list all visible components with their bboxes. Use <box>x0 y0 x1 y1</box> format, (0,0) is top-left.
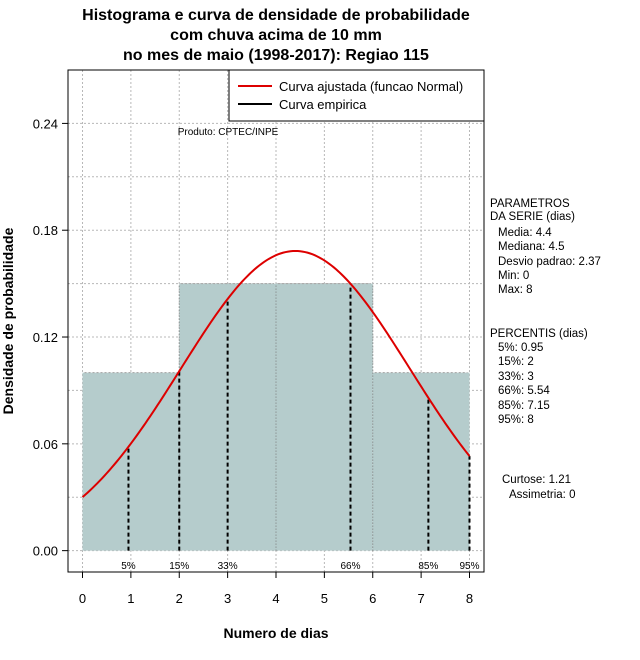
params-title-1: PARAMETROS <box>490 198 570 210</box>
percentile-label-0: 5% <box>121 561 136 572</box>
x-tick-label-7: 7 <box>417 591 424 606</box>
assimetria-value: Assimetria: 0 <box>509 489 575 501</box>
y-tick-label-1: 0.06 <box>33 437 58 452</box>
chart-title-line-2: com chuva acima de 10 mm <box>170 27 382 44</box>
y-tick-label-0: 0.00 <box>33 544 58 559</box>
param-mediana: Mediana: 4.5 <box>498 241 565 253</box>
x-tick-label-0: 0 <box>79 591 86 606</box>
param-media: Media: 4.4 <box>498 227 552 239</box>
x-tick-label-3: 3 <box>224 591 231 606</box>
x-tick-label-6: 6 <box>369 591 376 606</box>
y-axis: 0.00 0.06 0.12 0.18 0.24 <box>33 116 69 559</box>
percentil-85: 85%: 7.15 <box>498 400 550 412</box>
params-title-2: DA SERIE (dias) <box>490 211 575 223</box>
x-tick-label-1: 1 <box>127 591 134 606</box>
percentis-panel: PERCENTIS (dias) 5%: 0.95 15%: 2 33%: 3 … <box>490 328 588 426</box>
percentile-label-4: 85% <box>418 561 438 572</box>
percentil-95: 95%: 8 <box>498 414 534 426</box>
percentile-label-1: 15% <box>169 561 189 572</box>
percentil-33: 33%: 3 <box>498 371 534 383</box>
param-desvio: Desvio padrao: 2.37 <box>498 256 601 268</box>
x-tick-label-8: 8 <box>466 591 473 606</box>
param-min: Min: 0 <box>498 270 529 282</box>
y-tick-label-4: 0.24 <box>33 116 58 131</box>
histogram-bars <box>82 283 470 551</box>
normal-curve <box>81 249 471 498</box>
chart-title-line-1: Histograma e curva de densidade de proba… <box>82 7 470 24</box>
legend-label-empirical: Curva empirica <box>279 97 367 112</box>
x-tick-label-4: 4 <box>272 591 279 606</box>
parameters-panel: PARAMETROS DA SERIE (dias) Media: 4.4 Me… <box>490 198 601 296</box>
percentile-label-3: 66% <box>340 561 360 572</box>
legend: Curva ajustada (funcao Normal) Curva emp… <box>228 69 485 122</box>
percentil-66: 66%: 5.54 <box>498 385 550 397</box>
histogram-bar-3 <box>372 372 470 551</box>
param-max: Max: 8 <box>498 284 533 296</box>
percentile-labels: 5% 15% 33% 66% 85% 95% <box>121 561 479 572</box>
curtose-value: Curtose: 1.21 <box>502 474 571 486</box>
histogram-bar-0 <box>82 372 180 551</box>
histogram-bar-2 <box>276 283 373 551</box>
percentile-label-2: 33% <box>218 561 238 572</box>
chart-title-line-3: no mes de maio (1998-2017): Regiao 115 <box>123 47 429 64</box>
product-credit: Produto: CPTEC/INPE <box>178 127 279 138</box>
x-axis-label: Numero de dias <box>223 625 328 641</box>
percentil-15: 15%: 2 <box>498 356 534 368</box>
normal-curve-path <box>81 249 471 498</box>
x-tick-label-2: 2 <box>176 591 183 606</box>
legend-label-normal: Curva ajustada (funcao Normal) <box>279 79 463 94</box>
x-axis: 0 1 2 3 4 5 6 7 8 <box>79 571 473 606</box>
y-axis-label: Densidade de probabilidade <box>0 227 16 414</box>
y-tick-label-3: 0.18 <box>33 223 58 238</box>
percentis-title: PERCENTIS (dias) <box>490 328 588 340</box>
percentile-label-5: 95% <box>459 561 479 572</box>
percentil-5: 5%: 0.95 <box>498 342 543 354</box>
percentile-lines <box>127 283 471 551</box>
legend-box <box>228 69 485 122</box>
y-tick-label-2: 0.12 <box>33 330 58 345</box>
x-tick-label-5: 5 <box>321 591 328 606</box>
